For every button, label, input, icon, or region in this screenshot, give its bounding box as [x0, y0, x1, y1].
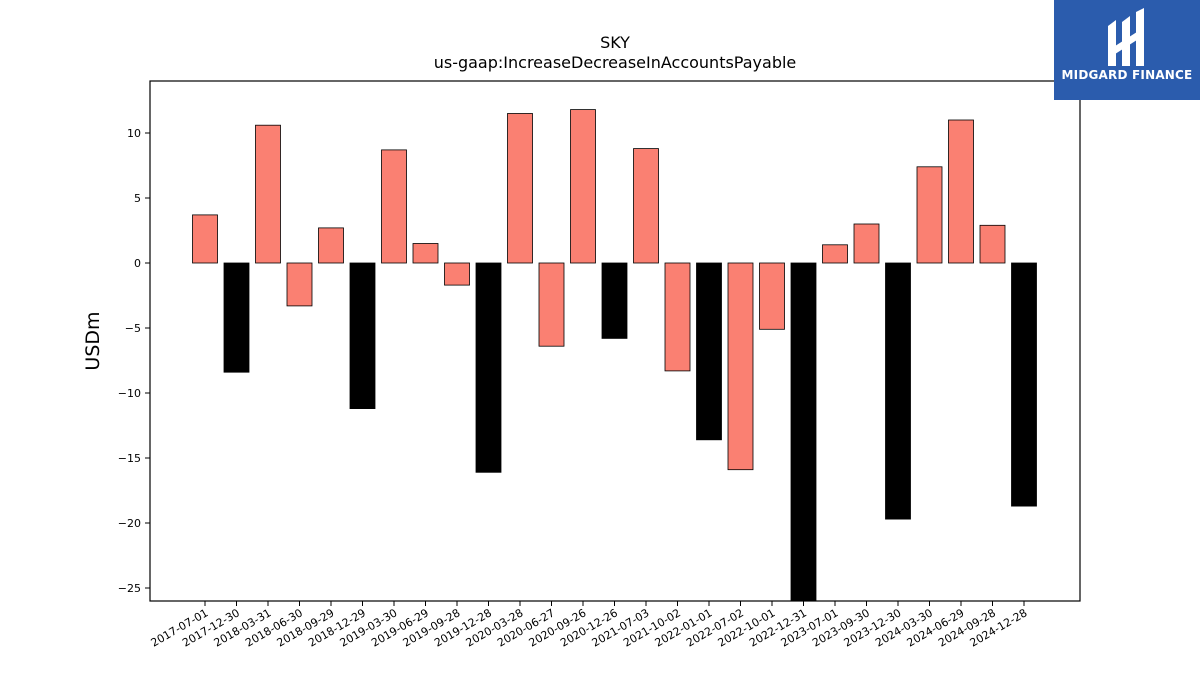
bar-2020-03-28 [507, 113, 533, 264]
bar-2019-09-28 [444, 262, 470, 286]
bar-2018-03-31 [255, 124, 281, 264]
bar-2020-12-26 [601, 262, 628, 339]
bar-2023-09-30 [853, 223, 880, 264]
logo-text: MIDGARD FINANCE [1061, 68, 1193, 82]
bar-2022-12-31 [790, 262, 817, 602]
x-axis-ticks: 2017-07-012017-12-302018-03-312018-06-30… [149, 601, 1030, 650]
midgard-logo-icon [1108, 8, 1144, 66]
y-tick-label: 10 [127, 127, 141, 140]
bars-group [192, 109, 1037, 602]
bar-2024-03-30 [916, 166, 943, 264]
bar-2018-12-29 [349, 262, 376, 410]
y-axis-label: USDm [82, 311, 104, 370]
bar-2018-09-29 [318, 227, 344, 264]
bar-2024-09-28 [979, 224, 1006, 264]
y-tick-label: 0 [134, 257, 141, 270]
bar-2019-12-28 [475, 262, 502, 473]
bar-2022-01-01 [696, 262, 722, 441]
bar-2024-06-29 [948, 119, 974, 264]
y-tick-label: −15 [118, 452, 141, 465]
y-tick-label: −25 [118, 582, 141, 595]
chart-title: SKY [600, 33, 630, 52]
bar-2024-12-28 [1011, 262, 1037, 507]
y-tick-label: −20 [118, 517, 141, 530]
y-axis-ticks: 10 5 0 −5 −10 −15 −20 −25 [118, 127, 150, 595]
y-tick-label: −5 [125, 322, 141, 335]
chart-subtitle: us-gaap:IncreaseDecreaseInAccountsPayabl… [434, 53, 797, 72]
bar-2020-06-27 [538, 262, 565, 347]
bar-2023-07-01 [822, 244, 848, 264]
bar-2017-07-01 [192, 214, 218, 264]
bar-2023-12-30 [885, 262, 911, 520]
midgard-finance-logo: MIDGARD FINANCE [1054, 0, 1200, 100]
bar-2022-07-02 [727, 262, 754, 471]
bar-2020-09-26 [570, 109, 596, 264]
bar-2019-06-29 [412, 243, 439, 264]
bar-2021-07-03 [633, 148, 659, 264]
bar-2017-12-30 [223, 262, 250, 373]
bar-2021-10-02 [664, 262, 691, 372]
bar-2019-03-30 [381, 149, 407, 264]
plot-frame [149, 80, 1081, 602]
bar-2022-10-01 [759, 262, 785, 330]
y-tick-label: −10 [118, 387, 141, 400]
y-tick-label: 5 [134, 192, 141, 205]
bar-2018-06-30 [286, 262, 313, 307]
